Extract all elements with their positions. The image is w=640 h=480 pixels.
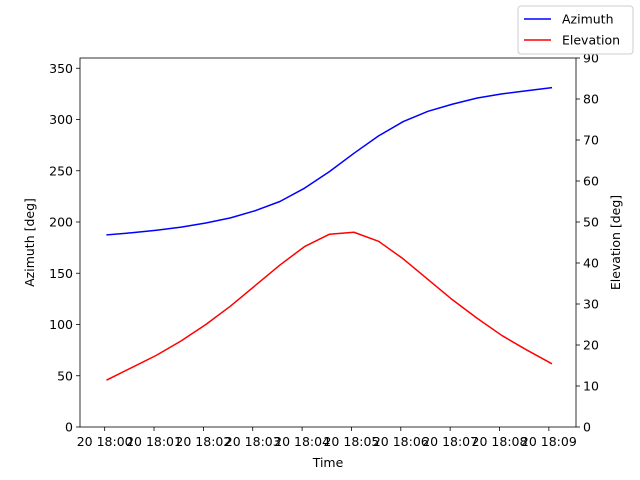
- x-tick-label: 20 18:00: [77, 434, 133, 449]
- x-tick-label: 20 18:05: [323, 434, 379, 449]
- series-line-elevation: [106, 231, 553, 381]
- y-right-tick-label: 50: [583, 215, 599, 230]
- legend-label-elevation: Elevation: [562, 33, 620, 48]
- y-left-tick-label: 0: [65, 420, 73, 435]
- y-left-tick-label: 200: [49, 215, 73, 230]
- plot-frame: [79, 57, 577, 428]
- y-left-tick-label: 150: [49, 266, 73, 281]
- y-left-tick-label: 300: [49, 112, 73, 127]
- plot-area: [80, 58, 576, 427]
- y-right-axis-label: Elevation [deg]: [608, 195, 623, 290]
- y-right-tick-label: 20: [583, 338, 599, 353]
- y-right-tick-label: 0: [583, 420, 591, 435]
- y-right-tick-label: 70: [583, 133, 599, 148]
- y-left-tick-label: 250: [49, 163, 73, 178]
- y-left-tick-label: 50: [57, 368, 73, 383]
- legend-box: [517, 5, 634, 55]
- y-left-axis-ticks: 0 50 100 150 200 250 300 350: [49, 61, 80, 435]
- y-right-tick-label: 30: [583, 297, 599, 312]
- y-right-tick-label: 10: [583, 379, 599, 394]
- x-tick-label: 20 18:08: [472, 434, 528, 449]
- x-tick-label: 20 18:06: [373, 434, 429, 449]
- x-tick-label: 20 18:03: [225, 434, 281, 449]
- x-tick-label: 20 18:02: [175, 434, 231, 449]
- y-right-tick-label: 80: [583, 92, 599, 107]
- x-tick-label: 20 18:04: [274, 434, 330, 449]
- y-left-tick-label: 100: [49, 317, 73, 332]
- x-tick-label: 20 18:07: [422, 434, 478, 449]
- y-right-tick-label: 60: [583, 174, 599, 189]
- x-axis-label: Time: [312, 455, 344, 470]
- series-lines: [106, 86, 553, 381]
- y-right-tick-label: 40: [583, 256, 599, 271]
- series-line-azimuth: [106, 86, 553, 236]
- legend-label-azimuth: Azimuth: [562, 12, 614, 27]
- x-tick-label: 20 18:01: [126, 434, 182, 449]
- x-tick-label: 20 18:09: [521, 434, 577, 449]
- legend: Azimuth Elevation: [517, 5, 634, 55]
- y-left-tick-label: 350: [49, 61, 73, 76]
- y-left-axis-label: Azimuth [deg]: [22, 198, 37, 287]
